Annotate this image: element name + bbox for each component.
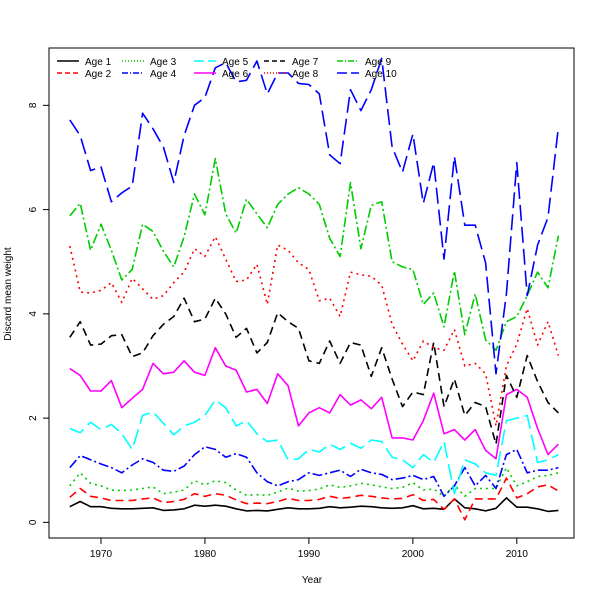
legend-label-age-10: Age 10: [365, 69, 397, 80]
series-line-age-9: [69, 157, 560, 352]
x-axis-label: Year: [302, 575, 323, 586]
x-tick-label: 1970: [90, 549, 113, 560]
y-tick-label: 8: [28, 102, 39, 108]
legend-label-age-5: Age 5: [222, 57, 249, 68]
legend-label-age-6: Age 6: [222, 69, 249, 80]
legend-label-age-9: Age 9: [365, 57, 392, 68]
x-tick-label: 2010: [506, 549, 529, 560]
y-tick-label: 4: [28, 311, 39, 317]
y-tick-label: 2: [28, 415, 39, 421]
series-line-age-5: [69, 399, 559, 495]
legend-label-age-8: Age 8: [292, 69, 319, 80]
series-line-age-6: [69, 346, 559, 460]
x-tick-label: 1990: [298, 549, 321, 560]
legend-label-age-7: Age 7: [292, 57, 319, 68]
y-tick-label: 0: [28, 519, 39, 525]
series-line-age-4: [69, 445, 559, 498]
legend-label-age-4: Age 4: [150, 69, 177, 80]
y-axis-label: Discard mean weight: [3, 247, 14, 341]
series-lines: [69, 57, 560, 521]
y-tick-label: 6: [28, 206, 39, 212]
series-line-age-7: [69, 297, 559, 446]
legend-label-age-1: Age 1: [85, 57, 112, 68]
x-tick-label: 1980: [194, 549, 217, 560]
x-tick-label: 2000: [402, 549, 425, 560]
series-line-age-2: [69, 477, 559, 521]
series-line-age-10: [69, 57, 560, 375]
y-axis-title-group: Discard mean weight: [3, 247, 14, 341]
series-line-age-1: [69, 497, 559, 513]
axes: 1970 1980 1990 2000 2010 0 2 4 6 8: [28, 102, 528, 560]
plot-frame: [48, 47, 575, 539]
legend-label-age-3: Age 3: [150, 57, 177, 68]
series-line-age-8: [69, 235, 560, 427]
legend-label-age-2: Age 2: [85, 69, 112, 80]
